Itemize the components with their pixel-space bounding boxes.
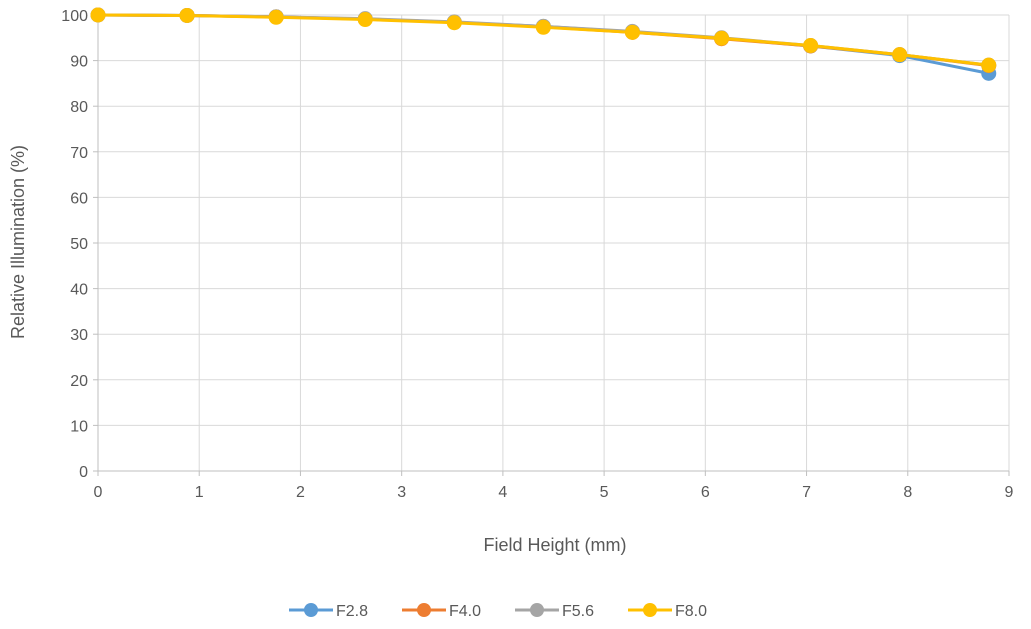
- legend-marker: [304, 603, 318, 617]
- x-axis-title: Field Height (mm): [483, 535, 626, 555]
- legend-item: F5.6: [515, 603, 594, 620]
- data-point: [357, 12, 373, 28]
- series-f2-8: [90, 7, 997, 81]
- series-f8-0: [90, 7, 997, 73]
- x-tick-label: 7: [802, 484, 811, 501]
- legend-item: F8.0: [628, 603, 707, 620]
- data-point: [803, 38, 819, 54]
- axes: [93, 14, 1010, 476]
- y-tick-label: 20: [70, 373, 88, 390]
- y-tick-label: 90: [70, 54, 88, 71]
- legend-label: F8.0: [675, 603, 707, 620]
- x-tick-label: 0: [94, 484, 103, 501]
- legend-marker: [530, 603, 544, 617]
- x-tick-label: 2: [296, 484, 305, 501]
- x-tick-label: 6: [701, 484, 710, 501]
- y-tick-label: 40: [70, 282, 88, 299]
- legend: F2.8 F4.0 F5.6 F8.0: [289, 603, 707, 620]
- series-group: [90, 7, 997, 81]
- data-point: [892, 47, 908, 63]
- grid-lines: [97, 14, 1010, 471]
- y-tick-label: 60: [70, 190, 88, 207]
- y-tick-label: 10: [70, 418, 88, 435]
- data-point: [90, 7, 106, 23]
- x-tick-label: 8: [903, 484, 912, 501]
- data-point: [179, 7, 195, 23]
- y-tick-label: 30: [70, 327, 88, 344]
- x-tick-label: 1: [195, 484, 204, 501]
- legend-label: F4.0: [449, 603, 481, 620]
- x-tick-label: 3: [397, 484, 406, 501]
- y-tick-label: 0: [79, 464, 88, 481]
- data-point: [268, 9, 284, 25]
- x-tick-label: 9: [1005, 484, 1014, 501]
- legend-item: F2.8: [289, 603, 368, 620]
- x-tick-labels: 0 1 2 3 4 5 6 7 8 9: [94, 484, 1014, 501]
- legend-marker: [417, 603, 431, 617]
- x-tick-label: 5: [600, 484, 609, 501]
- legend-item: F4.0: [402, 603, 481, 620]
- y-tick-labels: 0 10 20 30 40 50 60 70 80 90 100: [61, 8, 88, 481]
- y-axis-title: Relative Illumination (%): [8, 145, 28, 339]
- data-point: [714, 30, 730, 46]
- data-point: [981, 57, 997, 73]
- y-tick-label: 80: [70, 99, 88, 116]
- x-tick-label: 4: [498, 484, 507, 501]
- legend-label: F2.8: [336, 603, 368, 620]
- data-point: [624, 24, 640, 40]
- legend-marker: [643, 603, 657, 617]
- y-tick-label: 50: [70, 236, 88, 253]
- y-tick-label: 100: [61, 8, 88, 25]
- legend-label: F5.6: [562, 603, 594, 620]
- data-point: [446, 15, 462, 31]
- data-point: [535, 19, 551, 35]
- y-tick-label: 70: [70, 145, 88, 162]
